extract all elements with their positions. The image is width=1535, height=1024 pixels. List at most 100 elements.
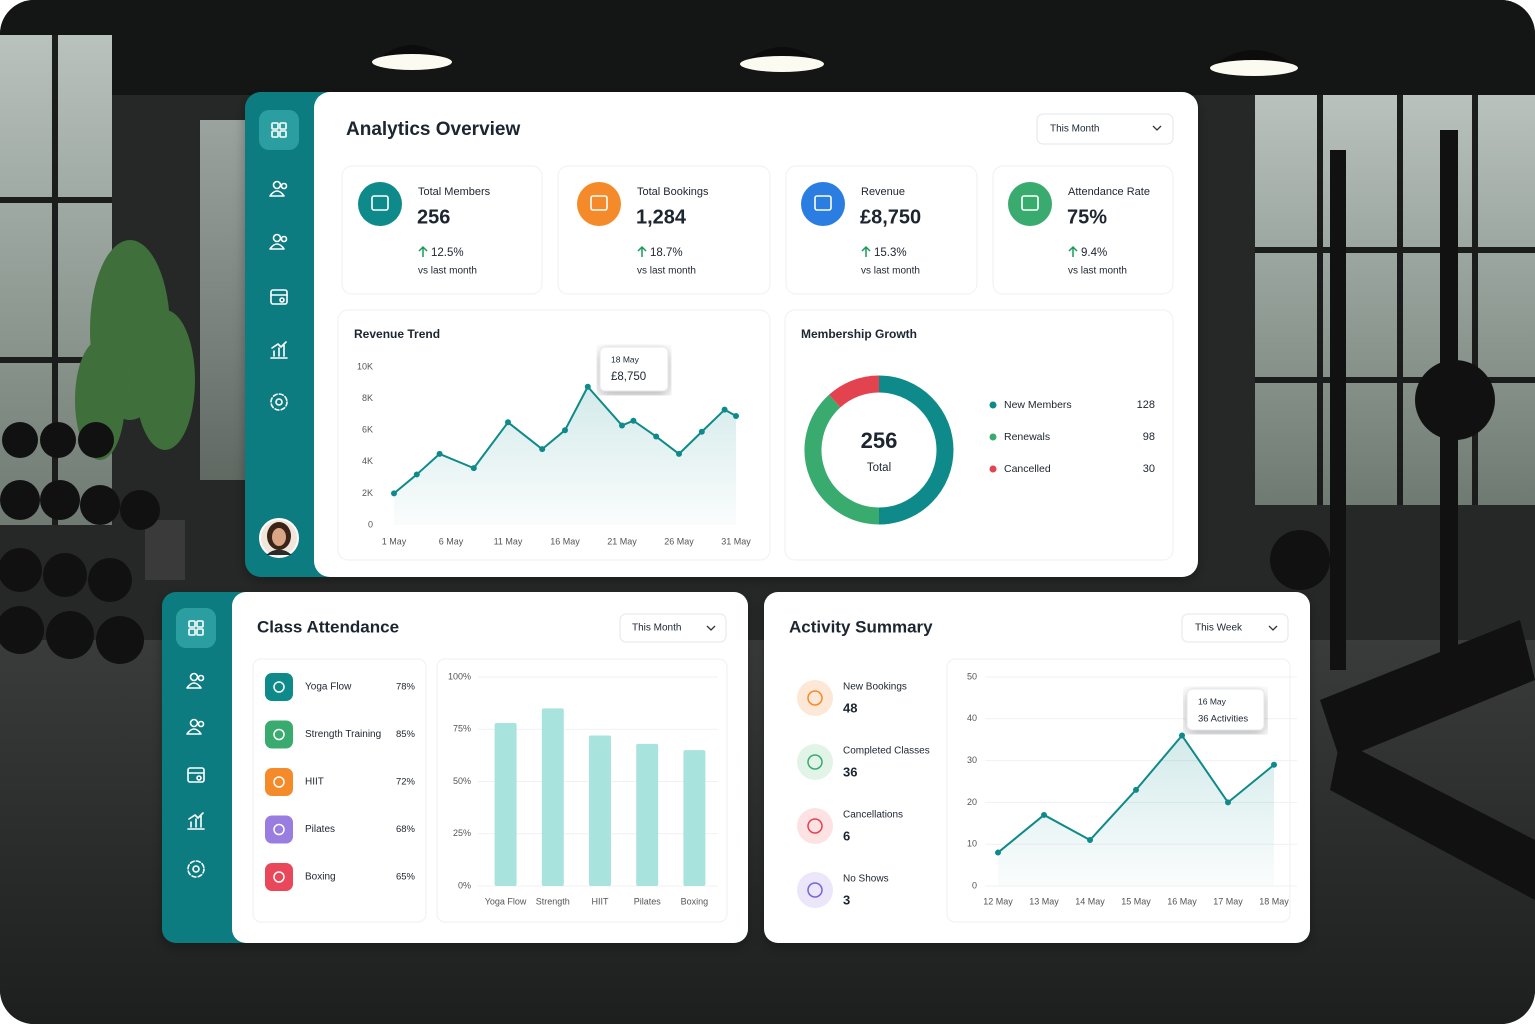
nav-item[interactable] xyxy=(178,663,214,699)
x-tick-label: 14 May xyxy=(1075,896,1105,906)
chart-title: Membership Growth xyxy=(801,327,917,341)
x-tick-label: Strength xyxy=(536,896,570,906)
icon-part xyxy=(280,182,288,190)
nav-hit[interactable] xyxy=(261,224,297,260)
legend-value: 98 xyxy=(1143,431,1155,443)
point xyxy=(391,490,397,497)
nav-hit[interactable] xyxy=(261,171,297,207)
point xyxy=(1133,786,1139,793)
nav-hit[interactable] xyxy=(261,112,297,148)
nav-hit[interactable] xyxy=(178,756,214,792)
y-tick-label: 30 xyxy=(967,755,977,765)
icon-part xyxy=(187,812,205,830)
kpi-value: £8,750 xyxy=(860,206,921,228)
activity-glyph xyxy=(807,690,823,706)
kpi-glyph xyxy=(1021,195,1039,211)
kpi-icon xyxy=(577,182,621,226)
class-name: Boxing xyxy=(305,872,336,883)
nav-item[interactable] xyxy=(261,332,297,368)
x-tick-label: 15 May xyxy=(1121,896,1151,906)
point xyxy=(676,450,682,457)
activity-icon xyxy=(797,680,833,716)
kpi-icon xyxy=(358,182,402,226)
nav-item[interactable] xyxy=(261,384,297,420)
nav-item[interactable] xyxy=(178,756,214,792)
legend-dot xyxy=(989,433,997,441)
icon-part xyxy=(196,628,204,636)
point xyxy=(505,419,511,426)
avatar[interactable] xyxy=(259,518,299,558)
dropdown-label[interactable]: This Month xyxy=(632,623,681,634)
y-tick-label: 10 xyxy=(967,839,977,849)
point xyxy=(733,412,739,419)
y-tick-label: 50 xyxy=(967,671,977,681)
activity-glyph xyxy=(807,754,823,770)
nav-hit[interactable] xyxy=(178,610,214,646)
kpi-glyph xyxy=(590,195,608,211)
activity-glyph xyxy=(807,818,823,834)
nav-item[interactable] xyxy=(178,610,214,646)
class-rate: 85% xyxy=(396,729,416,740)
nav-item[interactable] xyxy=(178,709,214,745)
activity-label: No Shows xyxy=(843,874,889,885)
icon-part xyxy=(192,865,200,873)
bar xyxy=(683,750,706,886)
kpi-change: 12.5% xyxy=(431,247,464,259)
nav-active xyxy=(259,110,299,150)
chart-title: Revenue Trend xyxy=(354,327,440,341)
period-dropdown[interactable]: This Week xyxy=(1181,613,1289,643)
icon-part xyxy=(197,674,205,682)
legend-label: Renewals xyxy=(1004,431,1050,443)
nav-item[interactable] xyxy=(261,278,297,314)
nav-active xyxy=(176,608,216,648)
nav-item[interactable] xyxy=(261,171,297,207)
nav-hit[interactable] xyxy=(178,663,214,699)
legend-dot xyxy=(989,465,997,473)
x-tick-label: 16 May xyxy=(550,536,580,546)
point xyxy=(721,406,728,413)
point xyxy=(413,471,420,478)
area xyxy=(394,386,736,525)
nav-hit[interactable] xyxy=(178,709,214,745)
y-tick-label: 40 xyxy=(967,713,977,723)
nav-item[interactable] xyxy=(178,803,214,839)
nav-hit[interactable] xyxy=(178,851,214,887)
nav-item[interactable] xyxy=(261,112,297,148)
trend-arrow xyxy=(861,245,871,257)
class-glyph xyxy=(273,871,285,883)
y-tick-label: 0 xyxy=(972,880,977,890)
kpi-note: vs last month xyxy=(1068,266,1127,277)
x-tick-label: 18 May xyxy=(1259,896,1289,906)
nav-hit[interactable] xyxy=(261,384,297,420)
y-tick-label: 100% xyxy=(448,671,471,681)
kpi-value: 75% xyxy=(1067,206,1107,228)
icon-part xyxy=(186,682,202,689)
kpi-label: Revenue xyxy=(861,186,905,198)
nav-hit[interactable] xyxy=(261,278,297,314)
class-icon xyxy=(265,863,293,891)
x-tick-label: HIIT xyxy=(592,896,610,906)
class-name: Yoga Flow xyxy=(305,682,352,693)
icon-part xyxy=(271,122,279,130)
dropdown-label[interactable]: This Month xyxy=(1050,124,1099,135)
dropdown-label[interactable]: This Week xyxy=(1195,623,1243,634)
point xyxy=(1271,761,1277,768)
period-dropdown[interactable]: This Month xyxy=(1036,113,1174,145)
icon-part xyxy=(188,628,196,636)
activity-value: 48 xyxy=(843,700,857,715)
point xyxy=(562,427,568,434)
activity-glyph xyxy=(807,882,823,898)
point xyxy=(1087,837,1093,844)
tooltip-value: £8,750 xyxy=(611,371,646,383)
kpi-value: 1,284 xyxy=(636,206,687,228)
nav-item[interactable] xyxy=(261,224,297,260)
point xyxy=(1179,732,1185,739)
activity-label: Completed Classes xyxy=(843,746,930,757)
nav-item[interactable] xyxy=(178,851,214,887)
class-name: HIIT xyxy=(305,777,324,788)
class-rate: 78% xyxy=(396,682,416,693)
class-icon xyxy=(265,815,293,844)
activity-icon xyxy=(797,744,833,780)
donut-segment xyxy=(804,394,880,525)
period-dropdown[interactable]: This Month xyxy=(619,613,727,643)
